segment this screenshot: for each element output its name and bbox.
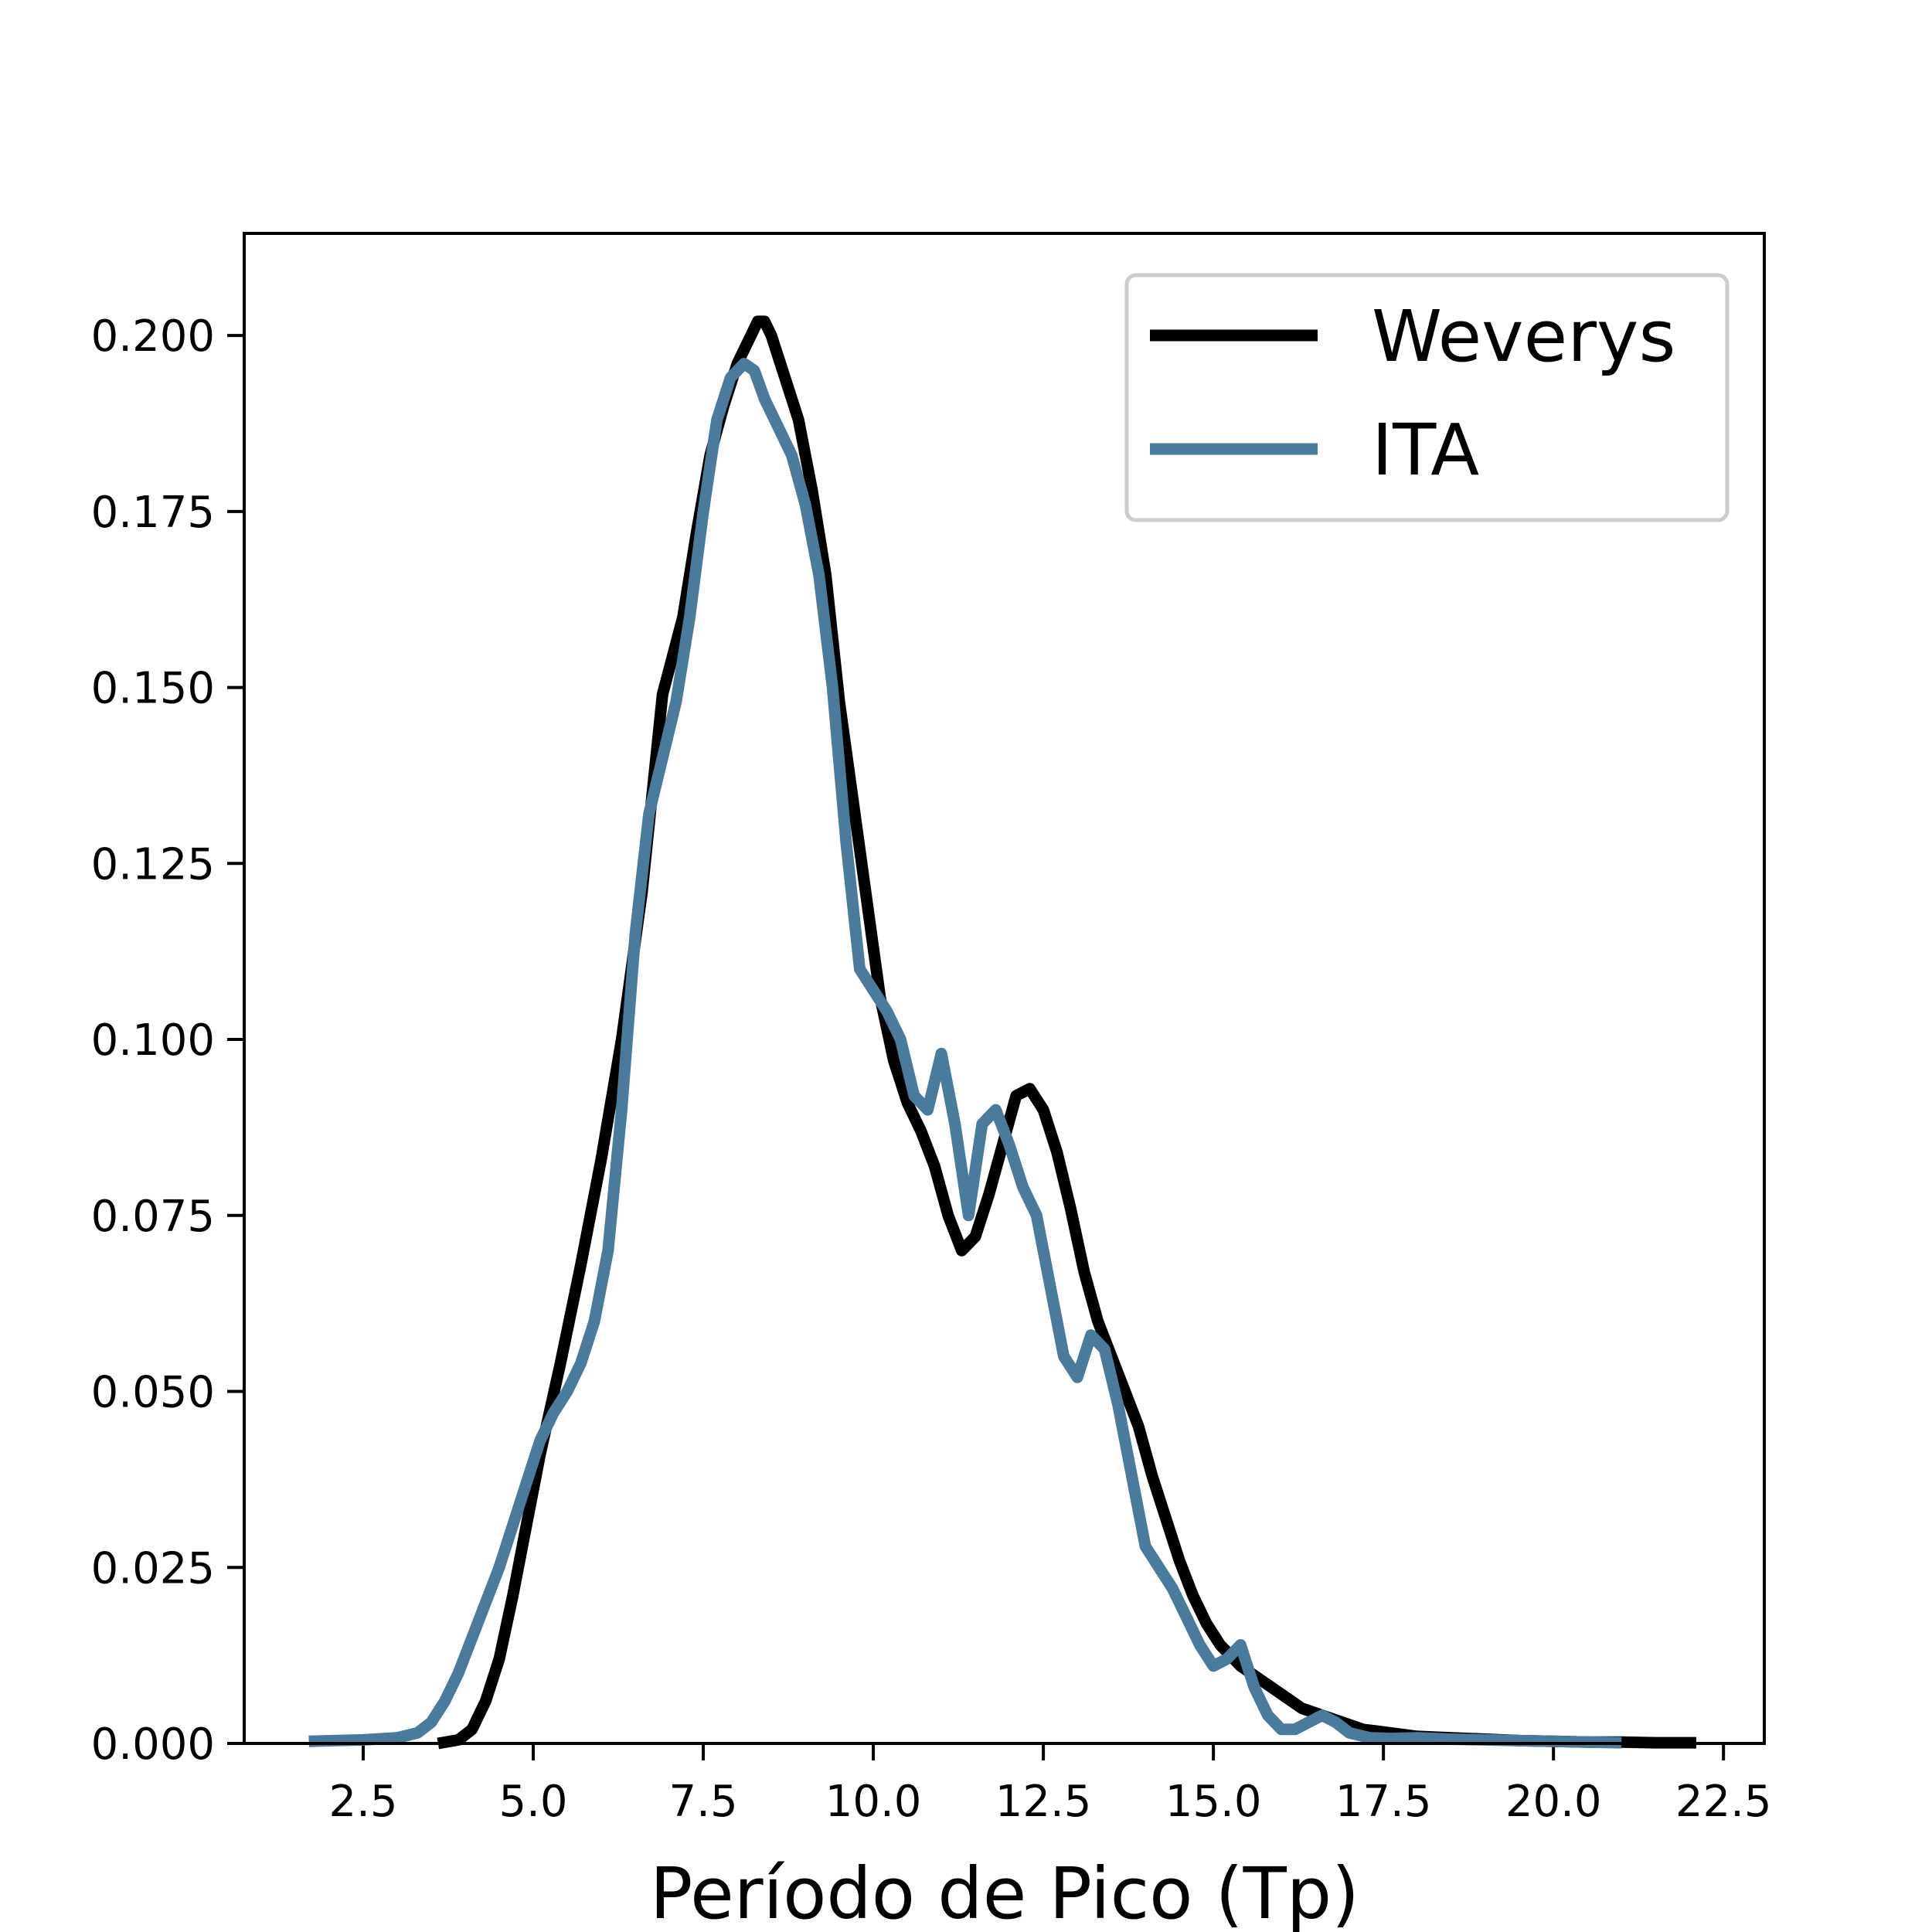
legend-label-ita: ITA bbox=[1372, 409, 1479, 492]
legend-label-weverys: Weverys bbox=[1372, 295, 1675, 378]
x-tick-label: 2.5 bbox=[328, 1777, 397, 1827]
y-tick-label: 0.175 bbox=[91, 488, 215, 538]
x-tick-label: 17.5 bbox=[1335, 1777, 1432, 1827]
y-tick-label: 0.100 bbox=[91, 1015, 215, 1066]
series-lines bbox=[308, 315, 1696, 1750]
y-tick-label: 0.150 bbox=[91, 664, 215, 714]
x-tick-label: 10.0 bbox=[825, 1777, 922, 1827]
x-tick-label: 5.0 bbox=[499, 1777, 568, 1827]
x-tick-label: 15.0 bbox=[1165, 1777, 1262, 1827]
y-tick-label: 0.050 bbox=[91, 1368, 215, 1418]
series-line-ita bbox=[308, 358, 1622, 1749]
x-tick-label: 7.5 bbox=[669, 1777, 738, 1827]
y-tick-label: 0.125 bbox=[91, 839, 215, 889]
x-tick-label: 12.5 bbox=[995, 1777, 1092, 1827]
x-tick-label: 20.0 bbox=[1505, 1777, 1602, 1827]
plot-frame bbox=[243, 232, 1766, 1745]
y-axis-ticks: 0.000 0.025 0.050 0.075 0.100 0.125 0.150 0.175… bbox=[91, 311, 244, 1770]
x-tick-label: 22.5 bbox=[1675, 1777, 1772, 1827]
y-tick-label: 0.000 bbox=[91, 1719, 215, 1770]
x-axis-ticks: 2.5 5.0 7.5 10.0 12.5 15.0 17.5 20.0 22.5 bbox=[328, 1743, 1772, 1827]
x-axis-title: Período de Pico (Tp) bbox=[650, 1852, 1359, 1932]
y-tick-label: 0.075 bbox=[91, 1192, 215, 1242]
legend: Weverys ITA bbox=[1124, 273, 1730, 522]
y-tick-label: 0.025 bbox=[91, 1543, 215, 1594]
y-tick-label: 0.200 bbox=[91, 311, 215, 362]
